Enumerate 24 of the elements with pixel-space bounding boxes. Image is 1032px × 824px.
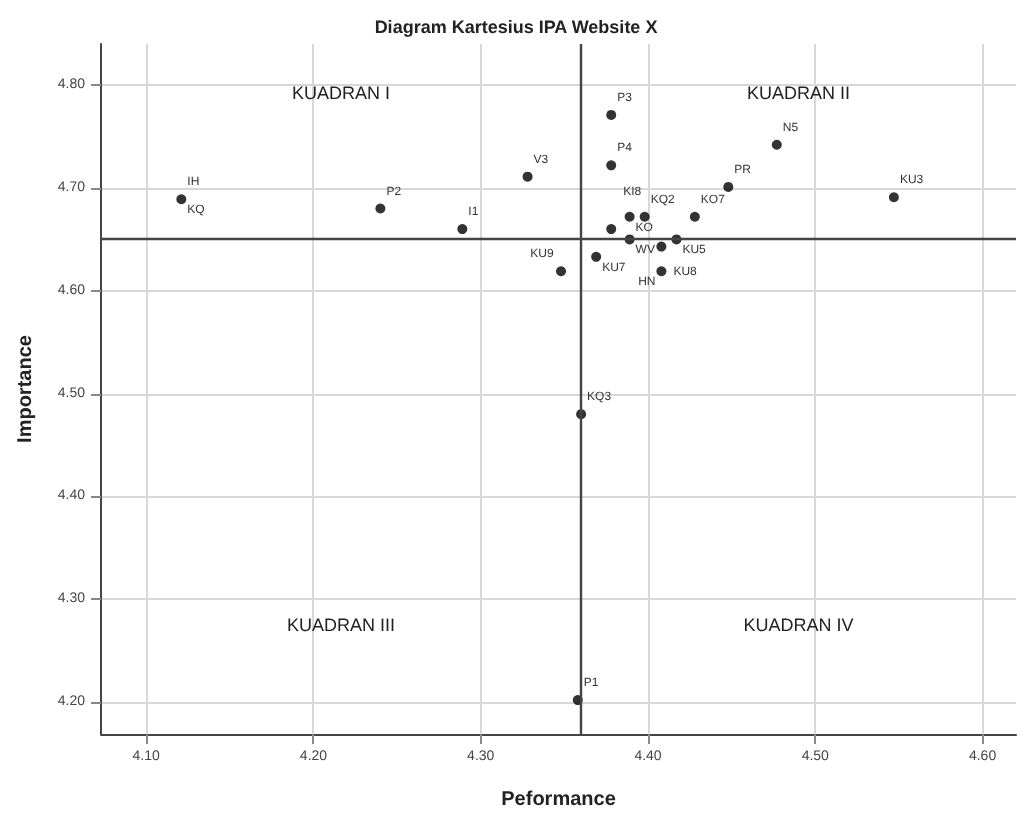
- annotation: KUADRAN I: [292, 82, 391, 103]
- point: [624, 211, 635, 222]
- annotation: KUADRAN IV: [743, 615, 854, 636]
- point: [689, 211, 700, 222]
- annotation: KUADRAN III: [287, 615, 396, 636]
- point: [176, 194, 187, 205]
- point: [656, 241, 667, 252]
- point: [457, 224, 468, 235]
- x-axis-title: Peformance: [501, 789, 617, 811]
- point: [639, 211, 650, 222]
- chart-title: Diagram Kartesius IPA Website X: [374, 17, 658, 37]
- point: [375, 203, 386, 214]
- point: [556, 266, 567, 277]
- point: [522, 171, 533, 182]
- point: [723, 181, 734, 192]
- annotation: KUADRAN II: [747, 82, 851, 103]
- y-axis-title: Importance: [15, 334, 37, 443]
- point: [888, 192, 899, 203]
- point: [606, 109, 617, 120]
- point: [606, 224, 617, 235]
- point: [771, 139, 782, 150]
- point: [591, 251, 602, 262]
- point: [656, 266, 667, 277]
- point: [606, 160, 617, 171]
